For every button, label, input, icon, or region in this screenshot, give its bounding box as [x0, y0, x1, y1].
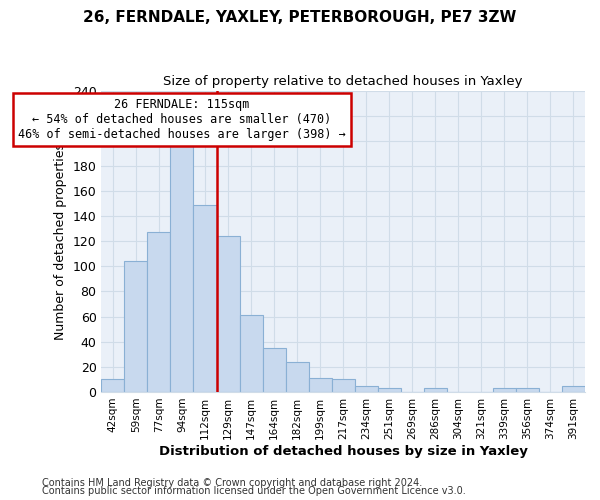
Bar [148, 232, 170, 392]
Bar [424, 388, 447, 392]
Text: Contains HM Land Registry data © Crown copyright and database right 2024.: Contains HM Land Registry data © Crown c… [42, 478, 422, 488]
Bar [355, 386, 378, 392]
Text: Contains public sector information licensed under the Open Government Licence v3: Contains public sector information licen… [42, 486, 466, 496]
Text: 26 FERNDALE: 115sqm
← 54% of detached houses are smaller (470)
46% of semi-detac: 26 FERNDALE: 115sqm ← 54% of detached ho… [18, 98, 346, 141]
Bar [378, 388, 401, 392]
Text: 26, FERNDALE, YAXLEY, PETERBOROUGH, PE7 3ZW: 26, FERNDALE, YAXLEY, PETERBOROUGH, PE7 … [83, 10, 517, 25]
Bar [562, 386, 585, 392]
Bar [124, 262, 148, 392]
Bar [263, 348, 286, 392]
Bar [170, 142, 193, 392]
Bar [332, 380, 355, 392]
Bar [101, 380, 124, 392]
Y-axis label: Number of detached properties: Number of detached properties [54, 143, 67, 340]
Bar [308, 378, 332, 392]
X-axis label: Distribution of detached houses by size in Yaxley: Distribution of detached houses by size … [159, 444, 527, 458]
Bar [217, 236, 239, 392]
Title: Size of property relative to detached houses in Yaxley: Size of property relative to detached ho… [163, 75, 523, 88]
Bar [239, 316, 263, 392]
Bar [286, 362, 308, 392]
Bar [516, 388, 539, 392]
Bar [193, 205, 217, 392]
Bar [493, 388, 516, 392]
